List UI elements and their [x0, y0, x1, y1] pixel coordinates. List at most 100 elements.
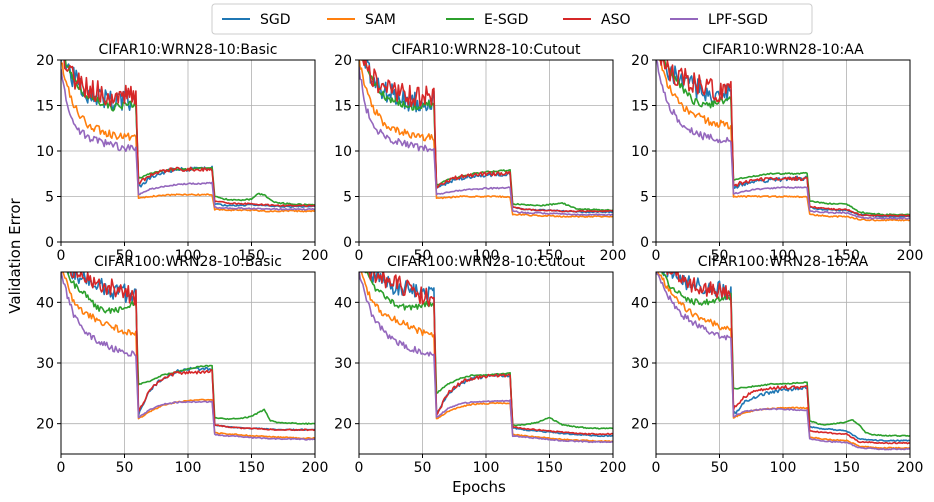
y-tick-label: 5: [343, 190, 352, 206]
y-tick-label: 20: [631, 417, 649, 433]
series-group: [359, 272, 613, 444]
y-tick-label: 20: [334, 417, 352, 433]
series-line-lpf-sgd: [656, 60, 910, 220]
y-tick-label: 15: [631, 99, 649, 115]
y-tick-label: 40: [334, 295, 352, 311]
x-axis-label: Epochs: [452, 478, 506, 496]
series-group: [61, 60, 315, 213]
x-tick-label: 200: [897, 460, 924, 476]
x-tick-label: 50: [116, 460, 134, 476]
y-tick-label: 20: [334, 53, 352, 69]
series-line-sgd: [662, 272, 910, 443]
series-line-lpf-sgd: [61, 68, 315, 211]
y-tick-label: 10: [334, 144, 352, 160]
legend-label: SAM: [365, 12, 396, 28]
x-tick-label: 200: [302, 248, 329, 264]
series-group: [359, 60, 613, 218]
series-line-aso: [361, 60, 613, 213]
x-tick-label: 100: [770, 460, 797, 476]
y-tick-label: 15: [36, 99, 54, 115]
x-tick-label: 0: [355, 460, 364, 476]
legend-item-sam: SAM: [327, 12, 396, 28]
x-tick-label: 150: [833, 248, 860, 264]
panel-6: 0 50 100 150 200 20 30 40 CIFAR100:WRN28-10:AA: [631, 254, 923, 476]
panel-title: CIFAR10:WRN28-10:Basic: [98, 42, 277, 58]
y-tick-label: 0: [45, 235, 54, 251]
x-tick-label: 0: [652, 460, 661, 476]
x-tick-label: 0: [57, 460, 66, 476]
x-tick-label: 100: [770, 248, 797, 264]
legend-label: LPF-SGD: [708, 12, 768, 28]
y-tick-label: 0: [640, 235, 649, 251]
y-tick-label: 40: [631, 295, 649, 311]
legend-label: SGD: [260, 12, 291, 28]
legend-label: ASO: [601, 12, 630, 28]
legend-entries: SGD SAM E-SGD ASO LPF-SGD: [222, 12, 768, 28]
y-tick-label: 30: [36, 356, 54, 372]
legend-item-e-sgd: E-SGD: [446, 12, 528, 28]
series-line-lpf-sgd: [359, 66, 613, 217]
x-tick-label: 200: [600, 248, 627, 264]
series-line-e-sgd: [662, 60, 910, 217]
x-tick-label: 200: [897, 248, 924, 264]
panel-5: 0 50 100 150 200 20 30 40 CIFAR100:WRN28-10:Cuto…: [334, 254, 626, 476]
y-tick-label: 15: [334, 99, 352, 115]
panel-title: CIFAR10:WRN28-10:AA: [702, 42, 864, 58]
series-line-lpf-sgd: [656, 272, 910, 451]
x-tick-label: 100: [175, 460, 202, 476]
series-line-sam: [657, 272, 910, 450]
panel-title: CIFAR100:WRN28-10:Cutout: [387, 254, 585, 270]
x-tick-label: 50: [414, 248, 432, 264]
series-line-e-sgd: [661, 272, 910, 438]
panel-title: CIFAR10:WRN28-10:Cutout: [391, 42, 581, 58]
series-line-lpf-sgd: [359, 272, 613, 444]
y-tick-label: 20: [36, 53, 54, 69]
x-tick-label: 50: [414, 460, 432, 476]
panel-2: 0 50 100 150 200 0 5 10 15 20 CIFAR10:WRN28-10:Cut…: [334, 42, 626, 264]
series-line-lpf-sgd: [61, 272, 315, 441]
legend-item-lpf-sgd: LPF-SGD: [670, 12, 768, 28]
series-line-aso: [68, 272, 315, 432]
panel-4: 0 50 100 150 200 20 30 40 CIFAR100:WRN28-10:Basi…: [36, 254, 328, 476]
y-tick-label: 20: [36, 417, 54, 433]
x-tick-label: 50: [711, 248, 729, 264]
series-line-e-sgd: [364, 272, 613, 430]
legend-label: E-SGD: [484, 12, 528, 28]
y-axis-label: Validation Error: [6, 197, 24, 313]
x-tick-label: 150: [536, 460, 563, 476]
y-tick-label: 5: [640, 190, 649, 206]
series-group: [61, 272, 315, 441]
series-line-sam: [360, 272, 613, 443]
legend-item-aso: ASO: [563, 12, 630, 28]
x-tick-label: 0: [57, 248, 66, 264]
panel-title: CIFAR100:WRN28-10:Basic: [94, 254, 282, 270]
x-tick-label: 150: [238, 460, 265, 476]
legend: SGD SAM E-SGD ASO LPF-SGD: [211, 3, 813, 35]
legend-item-sgd: SGD: [222, 12, 291, 28]
panel-3: 0 50 100 150 200 0 5 10 15 20 CIFAR10:WRN28-10:AA: [631, 42, 924, 264]
x-tick-label: 100: [473, 248, 500, 264]
x-tick-label: 100: [473, 460, 500, 476]
x-tick-label: 0: [652, 248, 661, 264]
x-tick-label: 200: [302, 460, 329, 476]
x-tick-label: 0: [355, 248, 364, 264]
x-tick-label: 50: [711, 460, 729, 476]
series-line-e-sgd: [66, 272, 315, 426]
x-tick-label: 150: [238, 248, 265, 264]
series-line-sam: [61, 62, 315, 213]
series-line-sam: [359, 60, 613, 218]
x-tick-label: 100: [175, 248, 202, 264]
y-tick-label: 20: [631, 53, 649, 69]
series-line-aso: [63, 60, 315, 208]
x-tick-label: 50: [116, 248, 134, 264]
series-line-e-sgd: [360, 60, 613, 212]
series-line-sam: [659, 60, 910, 222]
y-tick-label: 5: [45, 190, 54, 206]
y-tick-label: 0: [343, 235, 352, 251]
series-line-aso: [666, 272, 910, 445]
y-tick-label: 10: [631, 144, 649, 160]
series-group: [656, 60, 910, 222]
y-tick-label: 30: [334, 356, 352, 372]
x-tick-label: 150: [833, 460, 860, 476]
